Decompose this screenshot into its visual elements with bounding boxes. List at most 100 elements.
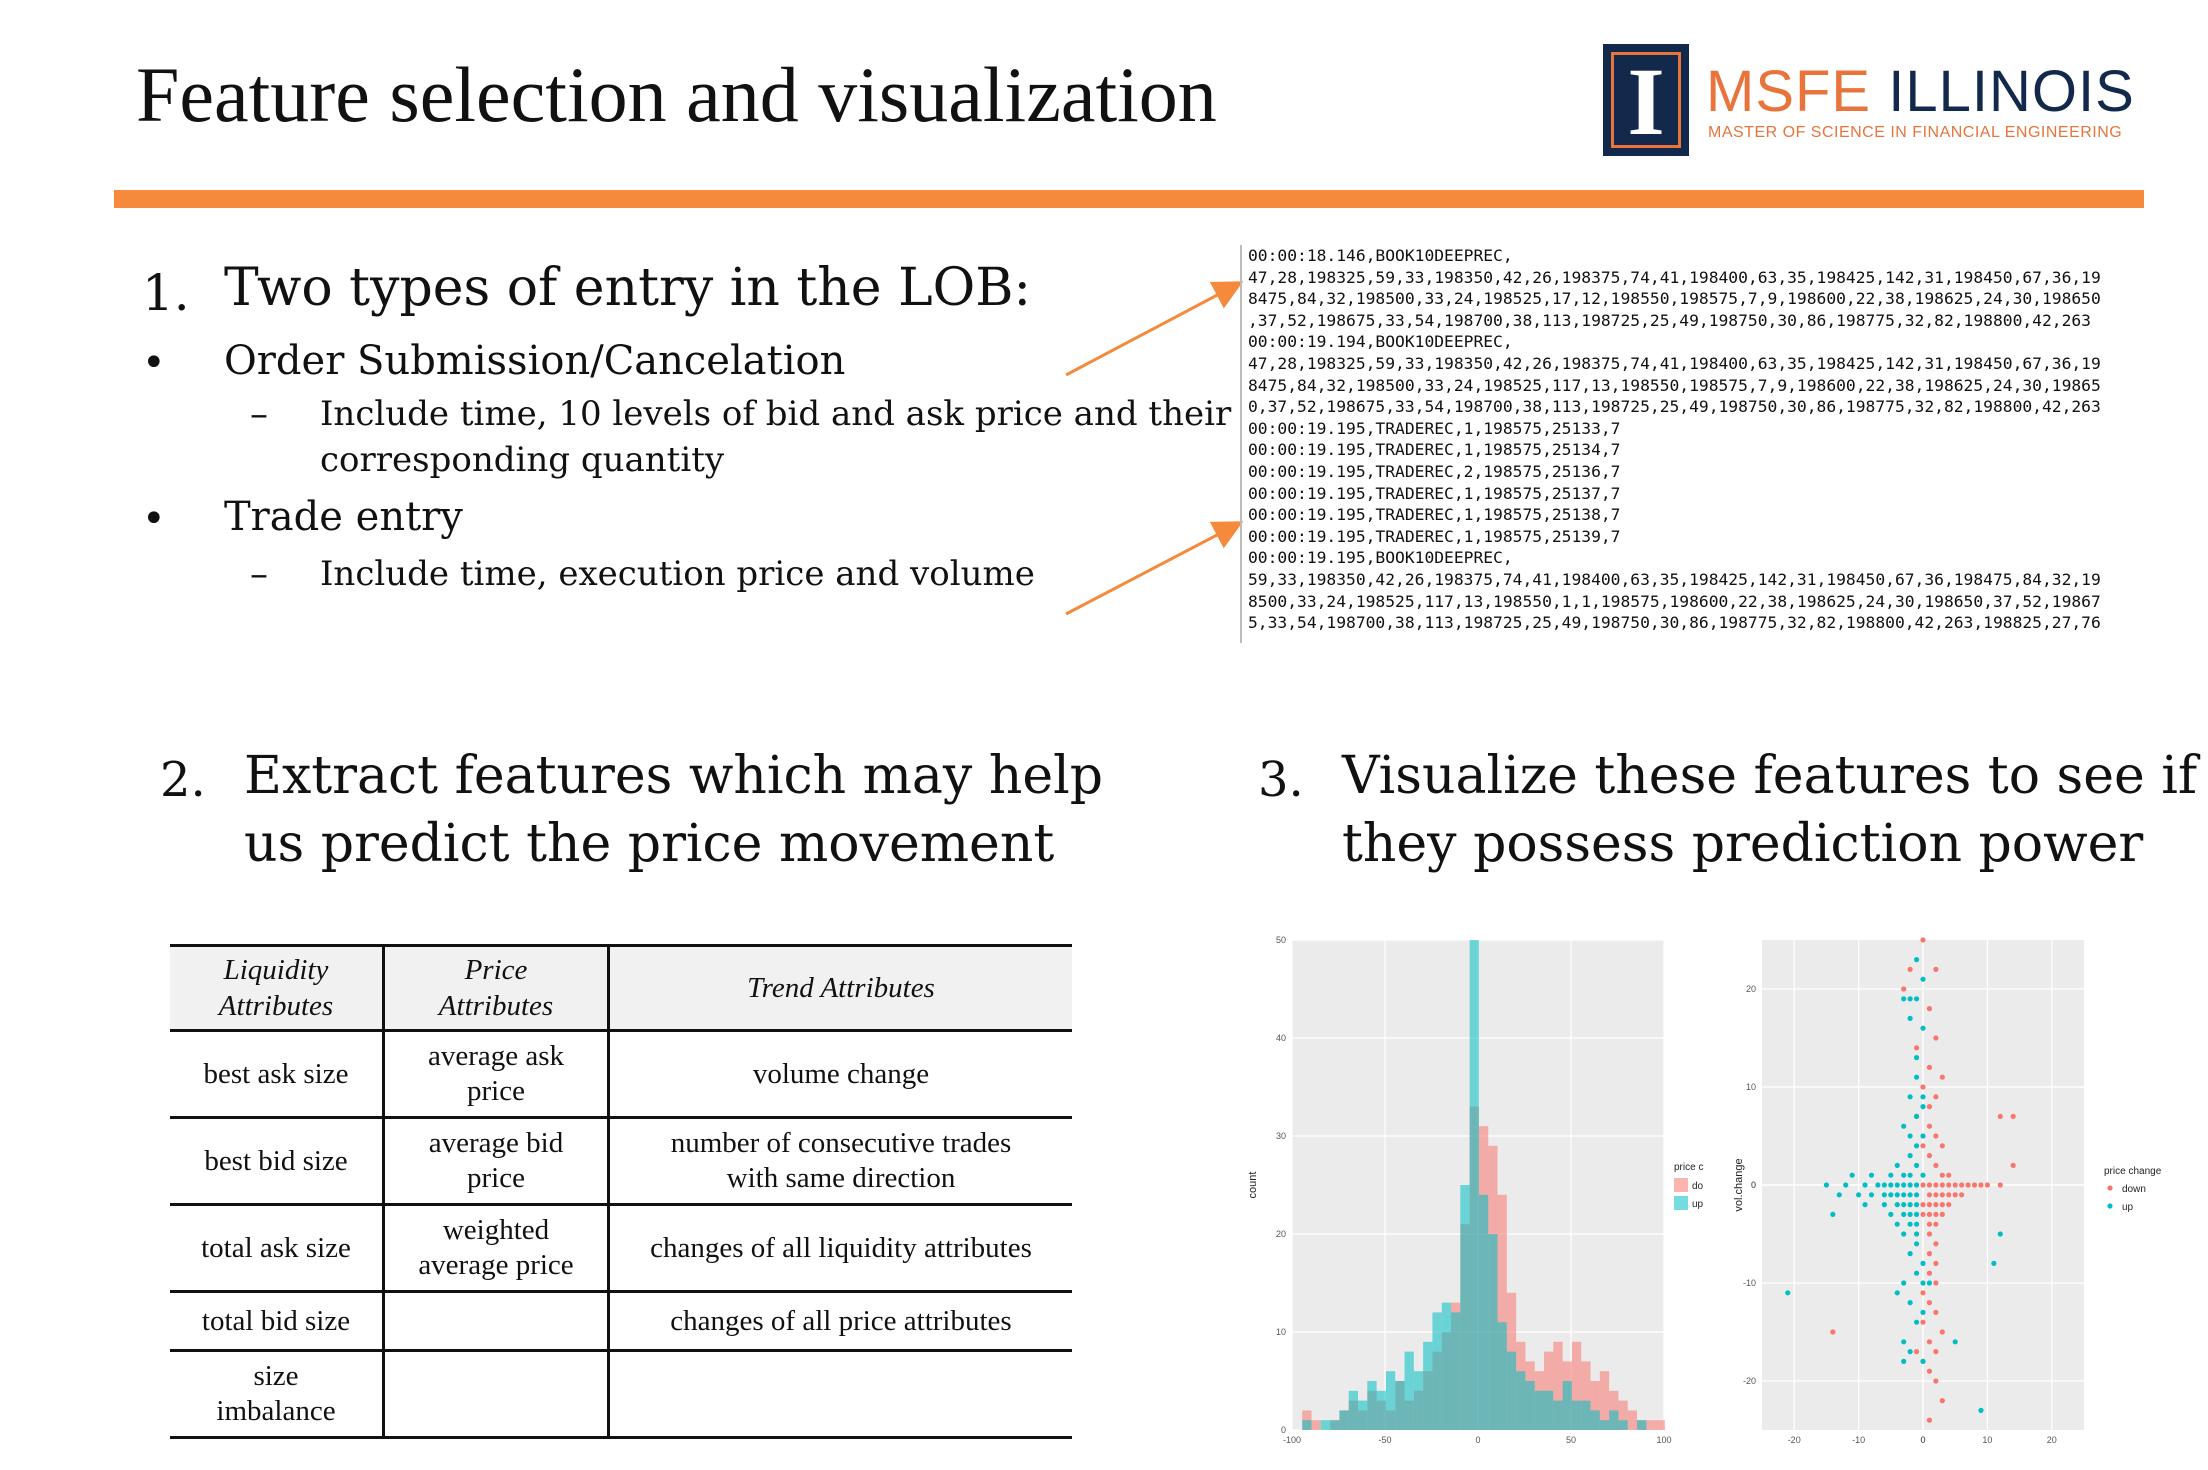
scatter-point [1868,1172,1875,1178]
scatter-point [1875,1182,1881,1188]
scatter-point [1946,1182,1952,1188]
scatter-point [1952,1192,1958,1198]
x-tick-label: 0 [1920,1435,1925,1445]
y-tick-label: 30 [1276,1131,1286,1141]
scatter-point [1868,1192,1875,1198]
code-line: 8475,84,32,198500,33,24,198525,117,13,19… [1248,375,2101,395]
scatter-point [2010,1113,2016,1119]
histogram-bar [1339,1410,1349,1430]
scatter-point [1913,1270,1920,1276]
histogram-bar [1534,1390,1545,1430]
histogram-bar [1488,1234,1498,1430]
scatter-point [1907,1349,1913,1355]
scatter-point [1920,1319,1926,1325]
scatter-point [1913,1045,1920,1051]
table-row: best ask size average ask price volume ch… [170,1030,1072,1119]
histogram-bar [1637,1420,1647,1430]
bullet2-sub-dash: – [250,554,268,595]
scatter-point [1913,1143,1920,1149]
scatter-point [1978,1407,1984,1413]
histogram-bar [1553,1341,1563,1430]
illinois-block-i-icon [1603,44,1689,156]
x-tick-label: 10 [1982,1435,1992,1445]
histogram-bar [1627,1410,1638,1430]
header-price: Price Attributes [383,944,610,1032]
histogram-bar [1590,1381,1600,1430]
scatter-point [1926,1368,1933,1374]
logo-i-glyph: I [1627,48,1665,155]
scatter-point [1907,1015,1913,1021]
scatter-point [1933,1133,1939,1139]
scatter-point [1907,1251,1913,1257]
code-line: 00:00:19.195,BOOK10DEEPREC, [1248,548,1513,568]
scatter-point [1920,1104,1926,1110]
histogram-bar [1441,1302,1452,1430]
histogram-bar [1544,1390,1554,1430]
scatter-point [1907,1094,1913,1100]
scatter-point [1926,1153,1933,1159]
x-tick-label: 50 [1566,1435,1576,1445]
scatter-point [1926,1104,1933,1110]
y-tick-label: -20 [1743,1376,1756,1386]
scatter-point [1939,1143,1945,1149]
scatter-point [1913,1192,1920,1198]
code-line: 00:00:19.195,TRADEREC,1,198575,25134,7 [1248,440,1621,460]
bullet2-marker: • [142,496,166,542]
scatter-point [1920,1025,1926,1031]
scatter-point [1933,1378,1939,1384]
scatter-point [1920,1133,1926,1139]
table-row: size imbalance [170,1350,1072,1439]
section3-number: 3. [1258,752,1304,808]
scatter-point [1901,1192,1907,1198]
scatter-point [1959,1192,1965,1198]
scatter-point [1997,1231,2003,1237]
scatter-point [1907,1202,1913,1208]
scatter-point [1946,1192,1952,1198]
x-tick-label: 0 [1475,1435,1480,1445]
bullet1-marker: • [142,340,166,386]
scatter-point [1997,1182,2003,1188]
scatter-point [1907,1300,1913,1306]
scatter-point [1894,1182,1900,1188]
histogram-bar [1348,1390,1359,1430]
arrow-to-trade-entry [1065,521,1244,616]
scatter-point [1991,1260,1997,1266]
histogram-bar [1451,1312,1461,1430]
scatter-point [1939,1074,1945,1080]
histogram-bar [1590,1410,1600,1430]
y-axis-label: count [1247,1172,1259,1199]
scatter-point [1894,1192,1900,1198]
x-tick-label: -100 [1283,1435,1301,1445]
y-tick-label: 0 [1751,1180,1756,1190]
scatter-point [1913,1113,1920,1119]
scatter-point [1901,1182,1907,1188]
header-liquidity: Liquidity Attributes [170,944,385,1032]
scatter-point [1901,1123,1907,1129]
histogram-bar [1571,1400,1582,1430]
scatter-point [1926,1192,1933,1198]
scatter-point [1920,1260,1926,1266]
scatter-point [1920,1172,1926,1178]
scatter-point [1933,1192,1939,1198]
scatter-point [1907,1182,1913,1188]
bullet1-text: Order Submission/Cancelation [224,338,846,384]
scatter-point [1913,1319,1920,1325]
legend-title: price c [1674,1162,1703,1173]
y-tick-label: 40 [1276,1033,1286,1043]
code-line: ,37,52,198675,33,54,198700,38,113,198725… [1248,310,2091,330]
scatter-point [1862,1202,1868,1208]
scatter-point [1901,1280,1907,1286]
histogram-bar [1423,1341,1433,1430]
histogram-bar [1599,1371,1610,1430]
section3-line1: Visualize these features to see if [1342,746,2198,806]
histogram-bar [1302,1420,1312,1430]
scatter-point [1830,1211,1836,1217]
scatter-point [1997,1113,2003,1119]
scatter-point [1920,1182,1926,1188]
scatter-point [1933,1280,1939,1286]
section1-number: 1. [142,264,190,322]
scatter-point [1926,1270,1933,1276]
histogram-bar [1330,1420,1340,1430]
scatter-point [1901,1358,1907,1364]
